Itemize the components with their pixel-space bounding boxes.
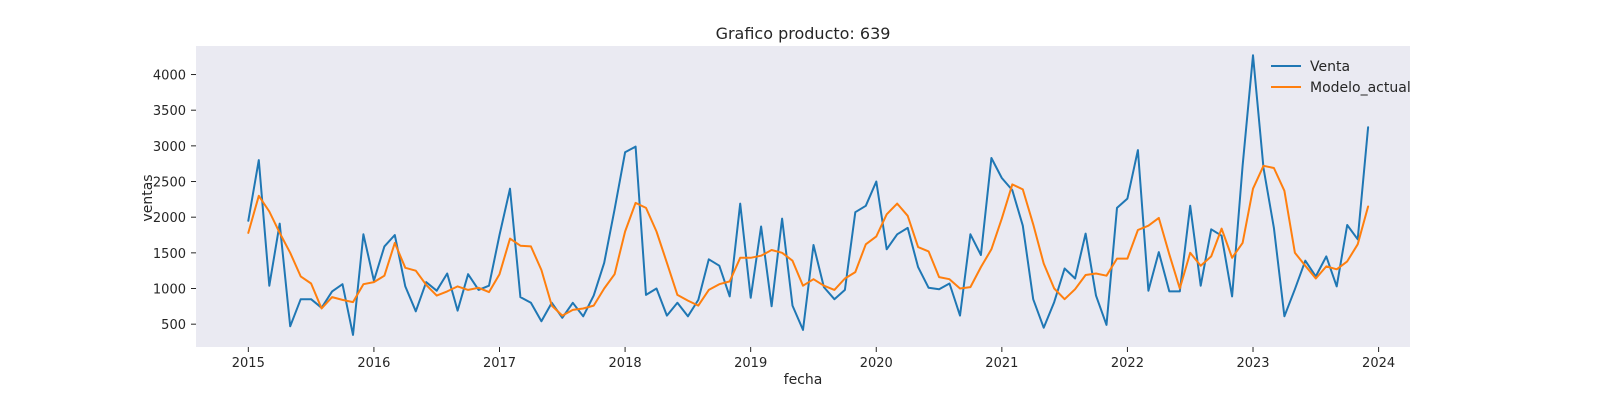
legend-label: Venta (1310, 59, 1350, 75)
x-axis: 2015 2016 2017 2018 2019 2020 2021 2022 2023 2024 (232, 347, 1395, 371)
x-tick-label: 2015 (232, 356, 265, 371)
plot-background (196, 46, 1410, 347)
x-tick-label: 2022 (1111, 356, 1144, 371)
x-tick-label: 2023 (1236, 356, 1269, 371)
x-tick-label: 2018 (609, 356, 642, 371)
y-tick-label: 3000 (153, 140, 186, 155)
series-line-modelo-actual (247, 164, 1370, 317)
x-tick-label: 2021 (985, 356, 1018, 371)
y-tick-label: 1000 (153, 283, 186, 298)
x-tick-label: 2016 (357, 356, 390, 371)
x-tick-label: 2020 (860, 356, 893, 371)
legend: Venta Modelo_actual (1271, 59, 1411, 96)
y-tick-label: 1500 (153, 247, 186, 262)
y-axis: 500 1000 1500 2000 2500 3000 3500 4000 (153, 69, 196, 333)
y-axis-label: ventas (140, 174, 156, 221)
series-layer (247, 54, 1370, 336)
plot-area (196, 46, 1410, 347)
x-tick-label: 2019 (734, 356, 767, 371)
x-axis-label: fecha (784, 372, 823, 388)
y-tick-label: 4000 (153, 69, 186, 84)
y-tick-label: 500 (161, 318, 186, 333)
y-tick-label: 3500 (153, 104, 186, 119)
legend-label: Modelo_actual (1310, 80, 1411, 96)
y-tick-label: 2000 (153, 211, 186, 226)
chart-title: Grafico producto: 639 (716, 24, 891, 43)
x-tick-label: 2024 (1362, 356, 1395, 371)
x-tick-label: 2017 (483, 356, 516, 371)
y-tick-label: 2500 (153, 176, 186, 191)
series-line-venta (247, 54, 1370, 336)
